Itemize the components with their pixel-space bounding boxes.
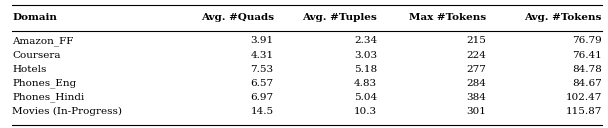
Text: 76.41: 76.41 bbox=[572, 51, 602, 60]
Text: Avg. #Quads: Avg. #Quads bbox=[201, 13, 274, 22]
Text: 76.79: 76.79 bbox=[572, 36, 602, 45]
Text: 84.67: 84.67 bbox=[572, 79, 602, 88]
Text: Phones_Eng: Phones_Eng bbox=[12, 78, 77, 88]
Text: 84.78: 84.78 bbox=[572, 65, 602, 74]
Text: 5.04: 5.04 bbox=[354, 93, 377, 102]
Text: 6.97: 6.97 bbox=[250, 93, 274, 102]
Text: 3.91: 3.91 bbox=[250, 36, 274, 45]
Text: 2.34: 2.34 bbox=[354, 36, 377, 45]
Text: 284: 284 bbox=[466, 79, 486, 88]
Text: 102.47: 102.47 bbox=[565, 93, 602, 102]
Text: Phones_Hindi: Phones_Hindi bbox=[12, 92, 85, 102]
Text: 277: 277 bbox=[466, 65, 486, 74]
Text: 5.18: 5.18 bbox=[354, 65, 377, 74]
Text: 4.83: 4.83 bbox=[354, 79, 377, 88]
Text: 4.31: 4.31 bbox=[250, 51, 274, 60]
Text: 10.3: 10.3 bbox=[354, 107, 377, 116]
Text: 6.57: 6.57 bbox=[250, 79, 274, 88]
Text: 14.5: 14.5 bbox=[250, 107, 274, 116]
Text: Avg. #Tokens: Avg. #Tokens bbox=[525, 13, 602, 22]
Text: Hotels: Hotels bbox=[12, 65, 47, 74]
Text: Domain: Domain bbox=[12, 13, 57, 22]
Text: Coursera: Coursera bbox=[12, 51, 61, 60]
Text: Avg. #Tuples: Avg. #Tuples bbox=[302, 13, 377, 22]
Text: 115.87: 115.87 bbox=[565, 107, 602, 116]
Text: 3.03: 3.03 bbox=[354, 51, 377, 60]
Text: Amazon_FF: Amazon_FF bbox=[12, 36, 74, 46]
Text: 301: 301 bbox=[466, 107, 486, 116]
Text: 215: 215 bbox=[466, 36, 486, 45]
Text: 224: 224 bbox=[466, 51, 486, 60]
Text: Max #Tokens: Max #Tokens bbox=[409, 13, 486, 22]
Text: Movies (In-Progress): Movies (In-Progress) bbox=[12, 107, 122, 116]
Text: 384: 384 bbox=[466, 93, 486, 102]
Text: 7.53: 7.53 bbox=[250, 65, 274, 74]
